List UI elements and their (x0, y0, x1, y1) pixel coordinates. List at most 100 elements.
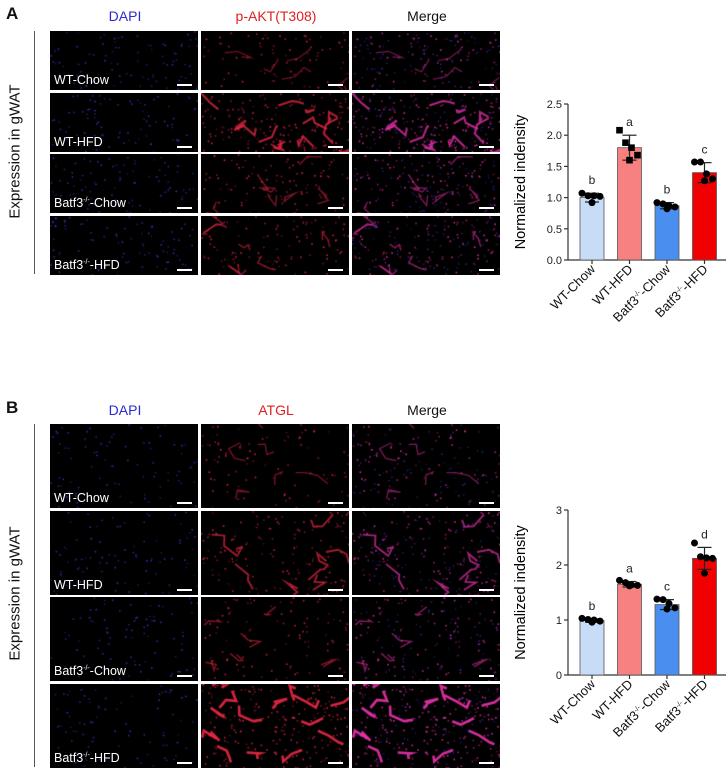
significance-letter: a (626, 562, 633, 576)
bar (579, 197, 605, 261)
micrograph-image (50, 92, 198, 152)
y-tick-label: 1.5 (547, 161, 562, 173)
micrograph-image (201, 597, 349, 681)
scale-bar (479, 588, 494, 591)
data-point (622, 139, 629, 146)
row-label: Batf3-/--HFD (54, 750, 120, 765)
data-point (697, 158, 704, 166)
data-point (691, 158, 698, 166)
side-label-a: Expression in gWAT (6, 84, 24, 219)
scale-bar (177, 145, 192, 148)
scale-bar (177, 675, 192, 677)
micrograph-tile (201, 683, 349, 768)
data-point (590, 192, 598, 200)
panel-letter-a: A (6, 4, 19, 23)
side-label-b: Expression in gWAT (6, 526, 24, 661)
data-point (578, 189, 586, 197)
micrograph-image (201, 510, 349, 595)
micrograph-image (50, 683, 198, 768)
scale-bar (328, 588, 343, 591)
data-point (671, 203, 679, 211)
scale-bar (479, 502, 494, 504)
scale-bar (479, 145, 494, 148)
micrograph-image (50, 215, 198, 275)
micrograph-image (352, 424, 500, 508)
x-tick-label: WT-Chow (547, 676, 598, 727)
significance-letter: c (702, 143, 708, 157)
data-point (653, 595, 661, 603)
data-point (584, 192, 592, 200)
micrograph-image (201, 31, 349, 90)
y-axis-label: Normalized indensity (513, 524, 529, 659)
micrograph-image (352, 510, 500, 595)
micrograph-grid-a: WT-Chow WT-HFD Batf3-/--Chow Batf3-/--HFD (50, 31, 502, 275)
micrograph-tile (352, 92, 500, 152)
micrograph-image (50, 154, 198, 213)
micrograph-tile (201, 597, 349, 681)
micrograph-tile: WT-HFD (50, 510, 198, 595)
y-tick-label: 2 (556, 560, 562, 572)
x-tick-label: WT-Chow (547, 261, 598, 312)
micrograph-tile: WT-HFD (50, 92, 198, 152)
micrograph-tile: Batf3-/--HFD (50, 215, 198, 275)
micrograph-image (352, 92, 500, 152)
micrograph-image (352, 31, 500, 90)
scale-bar (177, 502, 192, 504)
data-point (626, 582, 633, 590)
bracket-line-b (34, 424, 35, 767)
micrograph-image (352, 683, 500, 768)
micrograph-tile: WT-Chow (50, 424, 198, 508)
micrograph-tile (352, 510, 500, 595)
micrograph-tile (352, 154, 500, 213)
scale-bar (479, 675, 494, 677)
column-header-dapi-b: DAPI (108, 402, 142, 418)
data-point (588, 199, 596, 207)
scale-bar (479, 84, 494, 86)
data-point (665, 600, 673, 607)
data-point (616, 126, 623, 134)
scale-bar (328, 761, 343, 764)
micrograph-image (50, 597, 198, 681)
data-point (671, 604, 679, 612)
data-point (588, 618, 596, 626)
micrograph-image (50, 424, 198, 508)
data-point (578, 614, 586, 622)
y-tick-label: 0.0 (547, 255, 562, 267)
y-axis-label: Normalized indensity (513, 114, 529, 249)
row-label: WT-Chow (54, 491, 109, 505)
data-point (626, 156, 633, 164)
bar-chart-b: Normalized indensity0123bWT-ChowaWT-HFDc… (513, 505, 726, 740)
column-header-pakt: p-AKT(T308) (235, 8, 317, 24)
row-label: Batf3-/--HFD (54, 257, 120, 272)
micrograph-tile: Batf3-/--Chow (50, 597, 198, 681)
data-point (628, 144, 635, 151)
column-header-atgl: ATGL (258, 402, 294, 418)
scale-bar (479, 268, 494, 271)
column-header-merge-b: Merge (407, 402, 447, 418)
y-tick-label: 1 (556, 615, 562, 627)
micrograph-image (352, 215, 500, 275)
data-point (634, 151, 641, 159)
data-point (709, 554, 716, 562)
bar (617, 147, 642, 261)
bar-chart-a: Normalized indensity 0.0 0.5 1.0 1.5 2.0 2.5 b W… (513, 99, 726, 325)
micrograph-tile (201, 215, 349, 275)
column-header-merge-a: Merge (407, 8, 447, 24)
data-point (703, 170, 710, 178)
column-header-dapi-a: DAPI (108, 8, 142, 24)
bracket-line-a (34, 31, 35, 274)
row-label: Batf3-/--Chow (54, 196, 126, 210)
micrograph-image (50, 510, 198, 595)
micrograph-tile (201, 31, 349, 90)
scale-bar (328, 268, 343, 271)
panel-letter-b: B (6, 398, 19, 417)
bar (654, 604, 680, 676)
y-tick-label: 2.5 (547, 99, 562, 111)
micrograph-image (352, 154, 500, 213)
significance-letter: d (701, 527, 708, 541)
data-point (659, 200, 667, 208)
data-point (701, 177, 708, 185)
data-point (703, 554, 710, 562)
data-point (653, 199, 661, 207)
micrograph-tile (352, 597, 500, 681)
